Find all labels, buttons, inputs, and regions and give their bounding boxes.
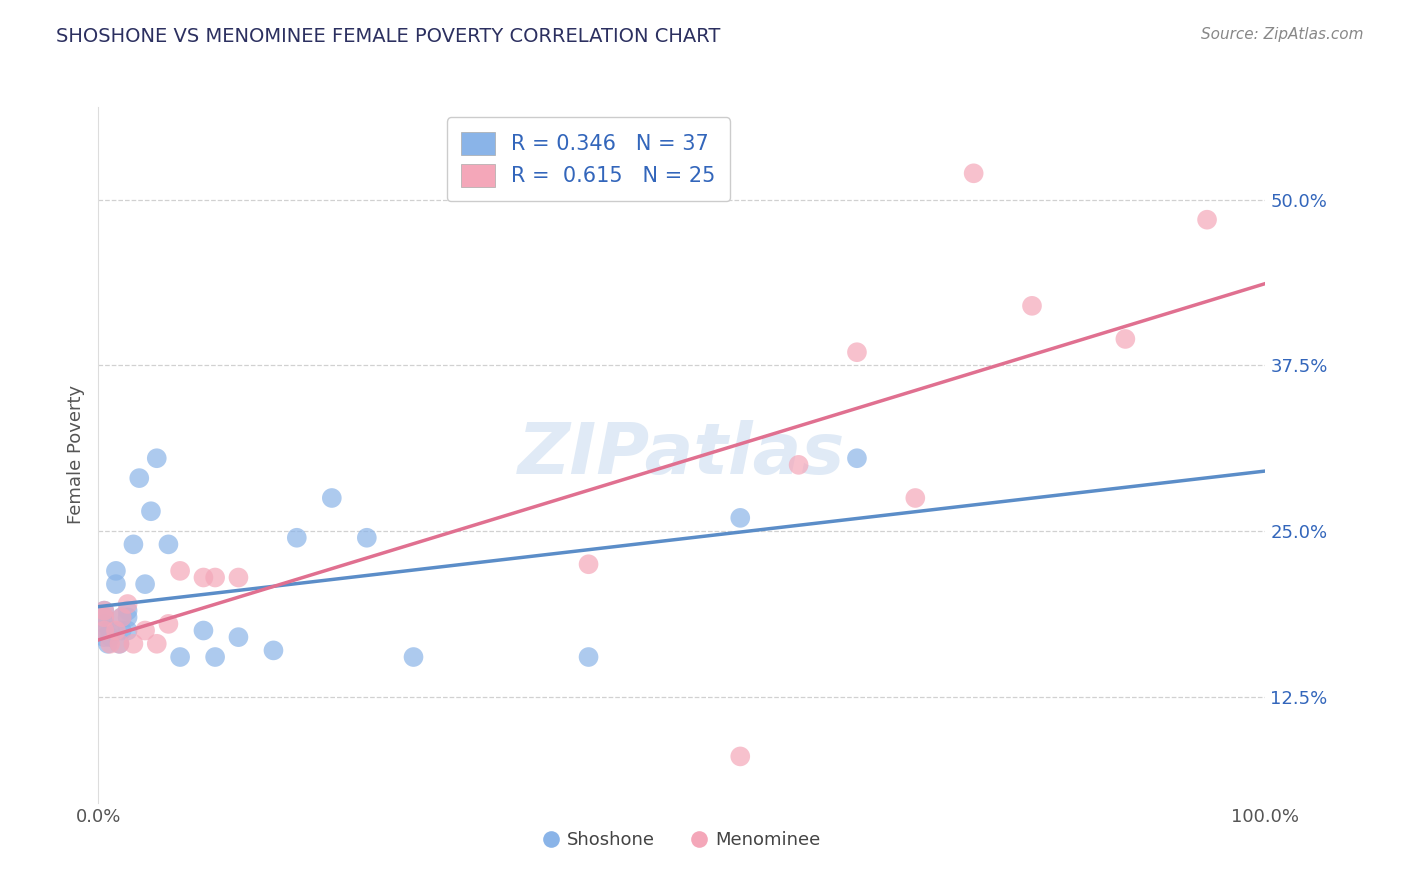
- Point: [111, 610, 134, 624]
- Point: [157, 537, 180, 551]
- Point: [1195, 212, 1218, 227]
- Point: [104, 564, 127, 578]
- Point: [93, 624, 115, 638]
- Point: [117, 610, 139, 624]
- Text: SHOSHONE VS MENOMINEE FEMALE POVERTY CORRELATION CHART: SHOSHONE VS MENOMINEE FEMALE POVERTY COR…: [56, 27, 721, 45]
- Point: [204, 650, 226, 665]
- Point: [730, 749, 752, 764]
- Point: [1021, 299, 1043, 313]
- Point: [578, 650, 600, 665]
- Point: [904, 491, 927, 505]
- Point: [134, 577, 156, 591]
- Text: Source: ZipAtlas.com: Source: ZipAtlas.com: [1201, 27, 1364, 42]
- Point: [228, 570, 250, 584]
- Point: [1114, 332, 1136, 346]
- Point: [578, 558, 600, 572]
- Legend: Shoshone, Menominee: Shoshone, Menominee: [537, 824, 827, 856]
- Point: [93, 624, 115, 638]
- Point: [169, 564, 191, 578]
- Point: [356, 531, 378, 545]
- Point: [846, 451, 869, 466]
- Point: [228, 630, 250, 644]
- Point: [117, 604, 139, 618]
- Point: [93, 604, 115, 618]
- Point: [193, 624, 215, 638]
- Point: [104, 624, 127, 638]
- Point: [108, 637, 131, 651]
- Point: [139, 504, 162, 518]
- Point: [97, 637, 120, 651]
- Point: [93, 604, 115, 618]
- Point: [122, 537, 145, 551]
- Point: [93, 610, 115, 624]
- Point: [98, 637, 121, 651]
- Point: [117, 624, 139, 638]
- Point: [262, 643, 284, 657]
- Point: [128, 471, 150, 485]
- Point: [104, 577, 127, 591]
- Point: [193, 570, 215, 584]
- Point: [169, 650, 191, 665]
- Point: [122, 637, 145, 651]
- Point: [285, 531, 308, 545]
- Point: [111, 610, 134, 624]
- Point: [204, 570, 226, 584]
- Point: [134, 624, 156, 638]
- Point: [93, 616, 115, 631]
- Text: ZIPatlas: ZIPatlas: [519, 420, 845, 490]
- Point: [157, 616, 180, 631]
- Point: [146, 451, 169, 466]
- Point: [111, 624, 134, 638]
- Y-axis label: Female Poverty: Female Poverty: [66, 385, 84, 524]
- Point: [98, 624, 121, 638]
- Point: [730, 511, 752, 525]
- Point: [962, 166, 984, 180]
- Point: [321, 491, 343, 505]
- Point: [93, 630, 115, 644]
- Point: [146, 637, 169, 651]
- Point: [846, 345, 869, 359]
- Point: [787, 458, 810, 472]
- Point: [402, 650, 425, 665]
- Point: [93, 610, 115, 624]
- Point: [108, 637, 131, 651]
- Point: [98, 630, 121, 644]
- Point: [117, 597, 139, 611]
